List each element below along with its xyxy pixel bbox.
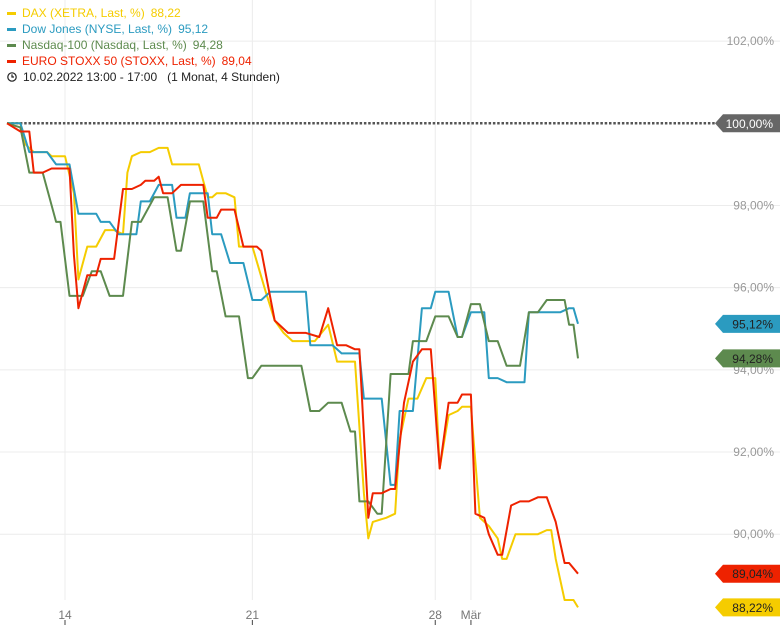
y-tick-label: 98,00% <box>733 198 774 212</box>
baseline-value-label: 100,00% <box>715 114 780 133</box>
grid-lines <box>0 0 780 600</box>
last-value-labels: 100,00% 88,22% 95,12% 94,28% 89,04% <box>715 114 780 617</box>
x-tick-label: 14 <box>58 608 72 622</box>
y-tick-label: 90,00% <box>733 527 774 541</box>
legend-swatch-euro-stoxx <box>7 59 16 63</box>
legend-item-nasdaq[interactable]: Nasdaq-100 (Nasdaq, Last, %) 94,28 <box>7 37 280 53</box>
last-value-label-euro-stoxx-50-stoxx-last-text: 89,04% <box>732 567 773 581</box>
series-line-euro-stoxx-50-stoxx-last <box>6 122 579 575</box>
last-value-label-dow-jones-nyse-last: 95,12% <box>715 314 780 333</box>
last-value-label-nasdaq-100-nasdaq-last-text: 94,28% <box>732 352 773 366</box>
last-value-label-dax-xetra-last-bg <box>715 598 780 617</box>
clock-icon <box>7 72 17 82</box>
legend-label-dax: DAX (XETRA, Last, %) <box>22 6 145 20</box>
legend-value-euro-stoxx: 89,04 <box>221 54 252 68</box>
series-line-dax-xetra-last <box>7 122 579 608</box>
last-value-label-euro-stoxx-50-stoxx-last-bg <box>715 564 780 583</box>
legend-item-dow-jones[interactable]: Dow Jones (NYSE, Last, %) 95,12 <box>7 21 280 37</box>
last-value-label-nasdaq-100-nasdaq-last-bg <box>715 349 780 368</box>
y-tick-label: 96,00% <box>733 281 774 295</box>
baseline-value-label-bg <box>715 114 780 133</box>
time-range: 10.02.2022 13:00 - 17:00 (1 Monat, 4 Stu… <box>7 69 280 85</box>
y-tick-label: 92,00% <box>733 445 774 459</box>
legend-swatch-dax <box>7 11 16 15</box>
legend-label-dow-jones: Dow Jones (NYSE, Last, %) <box>22 22 173 36</box>
legend-value-dax: 88,22 <box>150 6 181 20</box>
series-line-dow-jones-nyse-last <box>7 122 579 486</box>
legend-swatch-dow-jones <box>7 27 16 31</box>
last-value-label-dax-xetra-last: 88,22% <box>715 598 780 617</box>
last-value-label-dax-xetra-last-text: 88,22% <box>732 601 773 615</box>
last-value-label-euro-stoxx-50-stoxx-last: 89,04% <box>715 564 780 583</box>
series-line-nasdaq-100-nasdaq-last <box>6 122 579 515</box>
last-value-label-dow-jones-nyse-last-bg <box>715 314 780 333</box>
legend-value-dow-jones: 95,12 <box>178 22 209 36</box>
chart-legend: DAX (XETRA, Last, %) 88,22 Dow Jones (NY… <box>7 5 280 85</box>
baseline-value-label-text: 100,00% <box>726 117 774 131</box>
legend-item-dax[interactable]: DAX (XETRA, Last, %) 88,22 <box>7 5 280 21</box>
x-axis-labels: 14 21 28 Mär <box>58 608 481 625</box>
legend-item-euro-stoxx[interactable]: EURO STOXX 50 (STOXX, Last, %) 89,04 <box>7 53 280 69</box>
legend-label-euro-stoxx: EURO STOXX 50 (STOXX, Last, %) <box>22 54 216 68</box>
legend-swatch-nasdaq <box>7 43 16 47</box>
period-label: (1 Monat, 4 Stunden) <box>167 70 280 84</box>
last-value-label-nasdaq-100-nasdaq-last: 94,28% <box>715 349 780 368</box>
y-axis-labels: 90,00%92,00%94,00%96,00%98,00%102,00% <box>727 34 775 541</box>
legend-label-nasdaq: Nasdaq-100 (Nasdaq, Last, %) <box>22 38 187 52</box>
date-range: 10.02.2022 13:00 - 17:00 <box>23 70 158 84</box>
x-tick-label: Mär <box>461 608 482 622</box>
last-value-label-dow-jones-nyse-last-text: 95,12% <box>732 317 773 331</box>
x-tick-label: 21 <box>246 608 260 622</box>
series-lines <box>6 122 579 608</box>
y-tick-label: 102,00% <box>727 34 775 48</box>
legend-value-nasdaq: 94,28 <box>192 38 223 52</box>
x-tick-label: 28 <box>429 608 443 622</box>
